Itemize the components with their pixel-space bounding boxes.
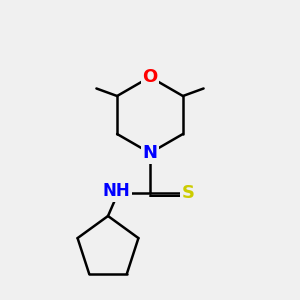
Text: O: O: [142, 68, 158, 86]
Text: NH: NH: [102, 182, 130, 200]
Text: S: S: [182, 184, 194, 202]
Text: N: N: [142, 144, 158, 162]
